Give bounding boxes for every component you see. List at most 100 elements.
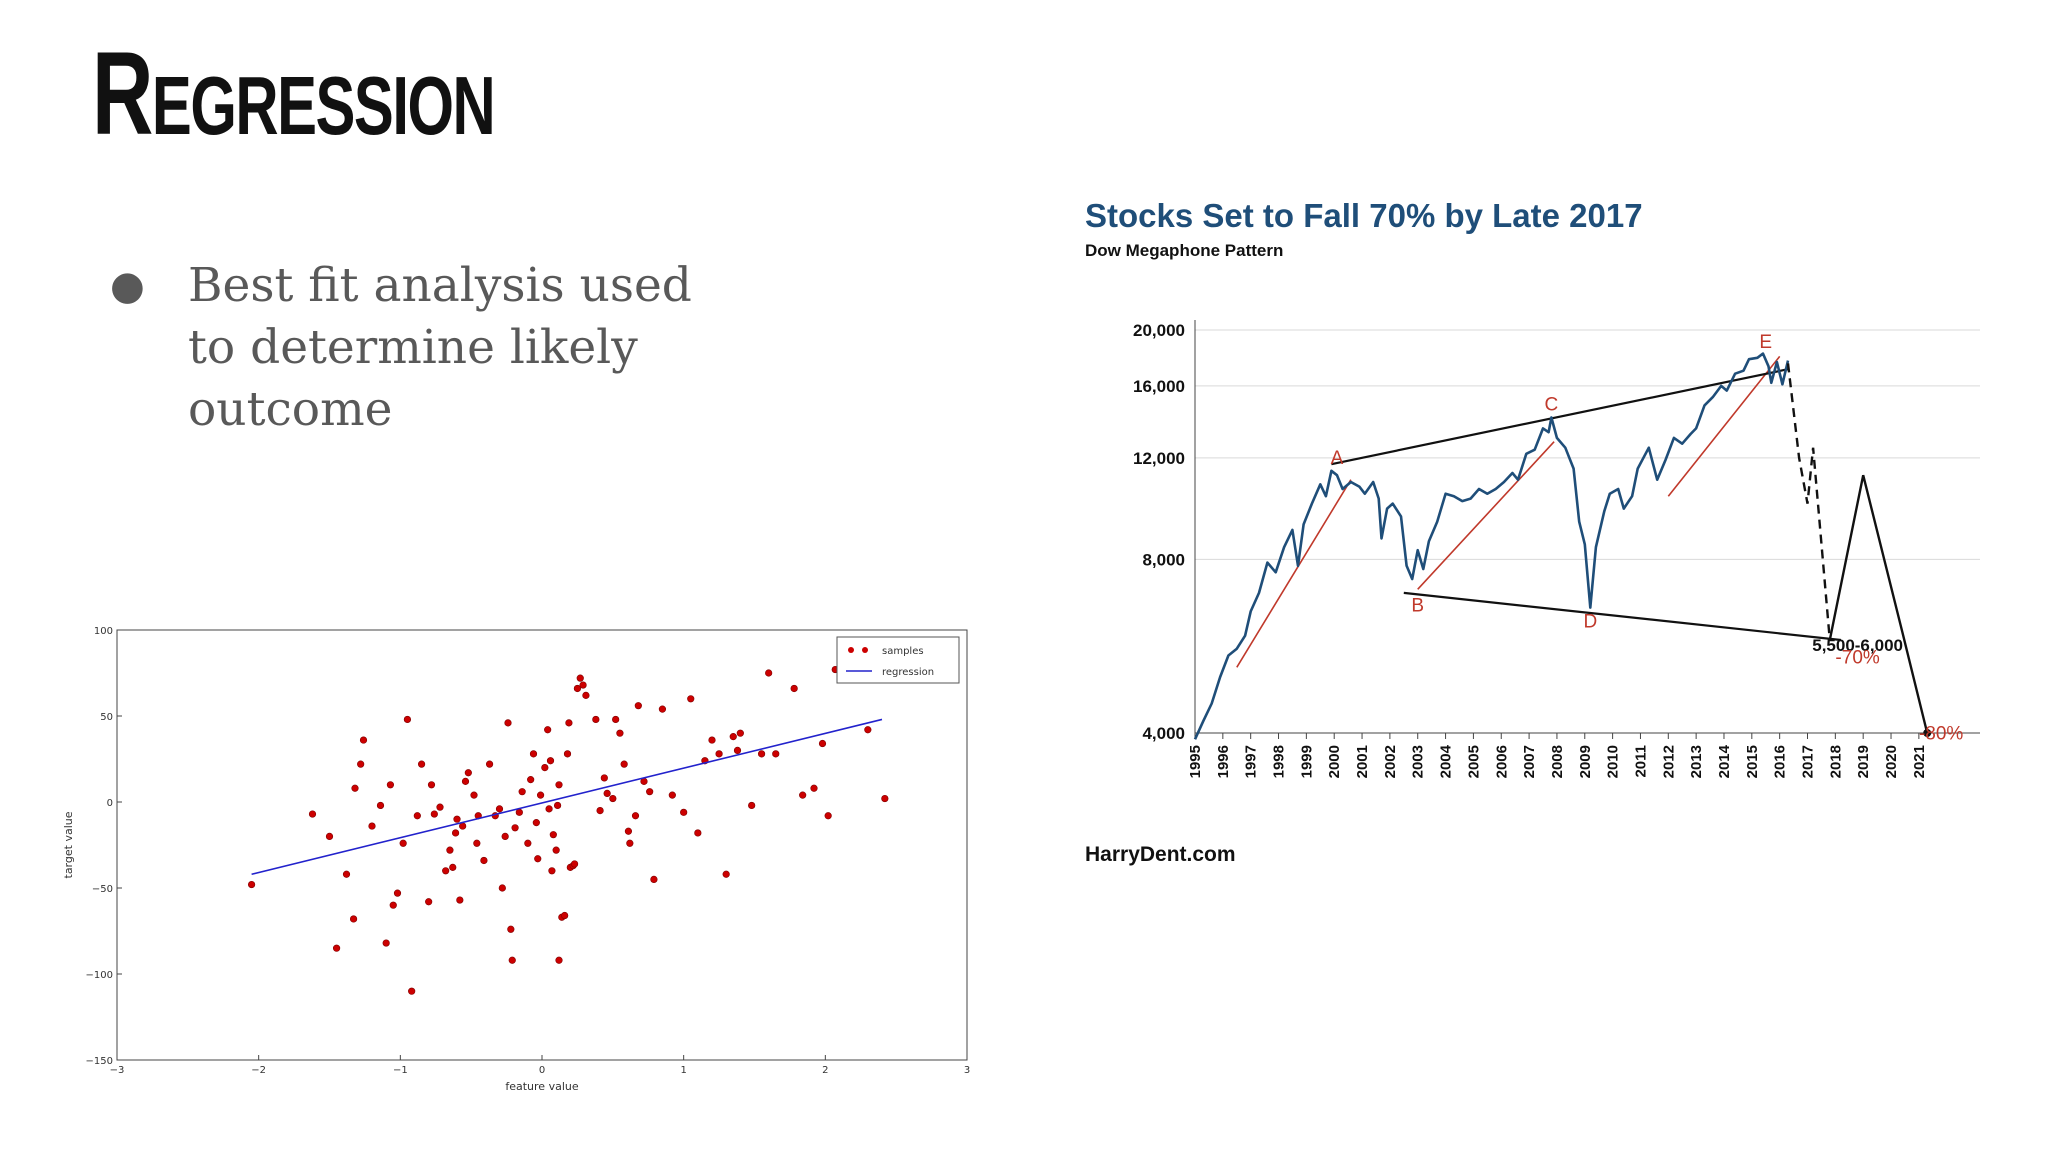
- dow-chart-subtitle: Dow Megaphone Pattern: [1085, 241, 1283, 260]
- x-tick-label: 1995: [1187, 745, 1204, 778]
- sample-point: [694, 829, 702, 837]
- y-tick-label: −50: [92, 884, 113, 895]
- bullet-list: ● Best fit analysis used to determine li…: [110, 255, 750, 441]
- sample-point: [417, 760, 426, 768]
- sample-point: [473, 839, 481, 847]
- sample-point: [555, 956, 563, 964]
- dow-series-line: [1193, 352, 1790, 740]
- sample-point: [456, 896, 464, 904]
- sample-point: [715, 750, 723, 758]
- x-tick-label: 2002: [1382, 745, 1399, 778]
- sample-point: [592, 715, 600, 724]
- sample-point: [464, 769, 472, 777]
- sample-point: [382, 939, 390, 947]
- x-tick-label: 2004: [1438, 744, 1455, 778]
- bullet-text: Best fit analysis used to determine like…: [188, 258, 692, 437]
- sample-point: [508, 956, 516, 964]
- sample-point: [403, 715, 412, 724]
- sample-point: [548, 867, 556, 875]
- sample-point: [359, 736, 368, 744]
- regression-line: [251, 718, 883, 876]
- sample-point: [351, 784, 359, 792]
- y-tick-label: 0: [107, 798, 113, 809]
- pattern-point-label: D: [1583, 611, 1597, 632]
- dow-chart-title: Stocks Set to Fall 70% by Late 2017: [1085, 197, 1643, 234]
- x-tick-label: 2: [822, 1065, 828, 1076]
- sample-point: [308, 810, 317, 818]
- sample-point: [501, 832, 509, 840]
- trend-line: [1667, 355, 1781, 497]
- x-tick-label: 2001: [1354, 745, 1371, 778]
- y-tick-label: 12,000: [1133, 449, 1185, 468]
- sample-point: [668, 791, 676, 799]
- x-tick-label: 1997: [1243, 745, 1260, 778]
- sample-point: [461, 777, 470, 785]
- sample-point: [368, 822, 376, 830]
- sample-point: [626, 839, 634, 847]
- sample-point: [765, 669, 773, 677]
- sample-point: [504, 719, 512, 727]
- y-tick-label: −100: [86, 970, 113, 981]
- sample-point: [325, 832, 334, 840]
- x-tick-label: 1996: [1215, 745, 1232, 778]
- bullet-dot-icon: ●: [110, 263, 145, 309]
- sample-point: [579, 681, 587, 689]
- x-tick-label: 2014: [1716, 744, 1733, 778]
- x-tick-label: 2017: [1800, 745, 1817, 778]
- pattern-point-label: E: [1759, 332, 1772, 353]
- x-tick-label: −3: [110, 1065, 125, 1076]
- sample-point: [427, 781, 436, 789]
- sample-point: [446, 846, 454, 854]
- sample-point: [545, 805, 553, 813]
- sample-point: [596, 807, 604, 815]
- scatter-chart: −3 −2 −1 0 1 2 3 100 50 0 −50 −100 −150 feature value…: [62, 626, 970, 1093]
- legend-sample-marker: [848, 647, 854, 653]
- y-tick-label: −150: [86, 1056, 113, 1067]
- sample-point: [495, 805, 504, 813]
- sample-point: [532, 819, 540, 827]
- sample-point: [772, 750, 780, 758]
- forecast-end-marker: [1923, 729, 1932, 737]
- sample-point: [480, 856, 488, 865]
- x-tick-label: 0: [539, 1065, 545, 1076]
- sample-point: [757, 750, 766, 758]
- sample-point: [864, 726, 872, 734]
- sample-point: [527, 776, 535, 784]
- sample-point: [799, 791, 807, 799]
- forecast-solid-line: [1828, 474, 1929, 734]
- sample-point: [790, 684, 798, 693]
- sample-point: [708, 736, 716, 744]
- y-tick-label: 4,000: [1142, 724, 1185, 743]
- x-tick-label: 2016: [1772, 745, 1789, 778]
- sample-point: [603, 789, 611, 797]
- sample-point: [650, 875, 658, 884]
- sample-point: [529, 750, 538, 758]
- sample-point: [733, 746, 742, 754]
- sample-point: [573, 684, 582, 693]
- sample-point: [430, 810, 438, 818]
- legend-samples-label: samples: [882, 646, 924, 657]
- sample-point: [386, 781, 395, 789]
- sample-point: [810, 784, 818, 792]
- scatter-plot-frame: [116, 629, 968, 1061]
- sample-point: [620, 760, 628, 768]
- sample-point: [507, 925, 515, 933]
- sample-point: [544, 726, 552, 734]
- slide-title: Regression: [92, 28, 496, 160]
- x-tick-label: 2007: [1521, 745, 1538, 778]
- y-tick-label: 100: [94, 626, 113, 637]
- x-tick-label: 2015: [1744, 745, 1761, 778]
- sample-point: [553, 801, 562, 810]
- sample-point: [658, 705, 667, 713]
- x-tick-label: 1998: [1271, 745, 1288, 778]
- sample-point: [534, 855, 542, 863]
- sample-point: [436, 803, 444, 811]
- sample-point: [536, 791, 545, 799]
- x-tick-label: 2005: [1465, 745, 1482, 778]
- sample-point: [349, 915, 358, 923]
- sample-point: [612, 715, 620, 724]
- sample-point: [511, 824, 519, 832]
- x-tick-label: 2021: [1911, 745, 1928, 778]
- sample-point: [399, 839, 407, 847]
- y-tick-label: 50: [100, 712, 113, 723]
